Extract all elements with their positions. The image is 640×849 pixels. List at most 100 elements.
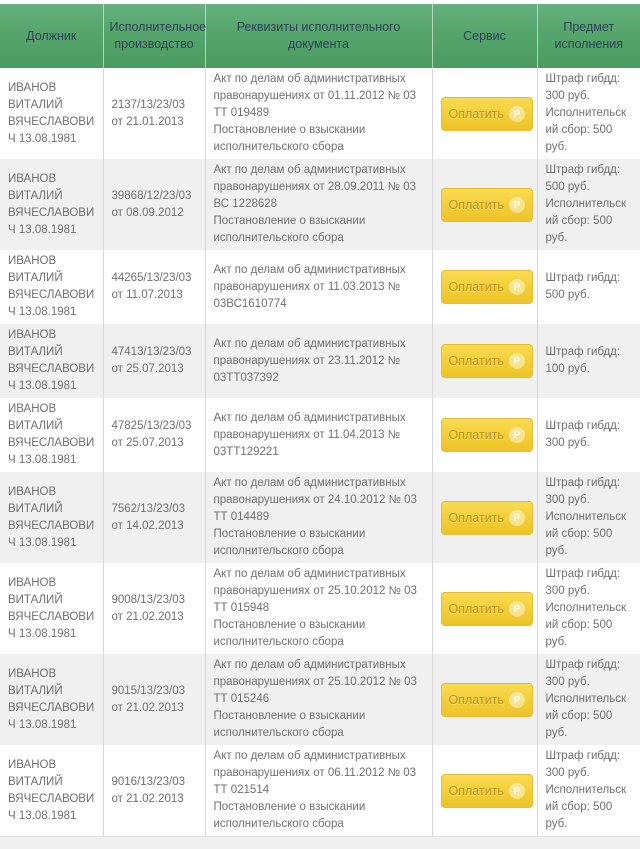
document-line: Акт по делам об административных правона… — [213, 568, 417, 614]
proceeding-cell: 44265/13/23/03 от 11.07.2013 — [103, 250, 206, 324]
service-cell: Оплатить Р — [432, 68, 538, 159]
document-line: Постановление о взыскании исполнительско… — [213, 710, 366, 739]
document-cell: Акт по делам об административных правона… — [205, 654, 433, 745]
document-line: Постановление о взыскании исполнительско… — [213, 528, 366, 557]
pay-button-label: Оплатить — [448, 601, 504, 616]
proceeding-number: 7562/13/23/03 от 14.02.2013 — [111, 502, 186, 532]
subject-line: Штраф гибдд: 500 руб. — [545, 164, 621, 193]
pay-button[interactable]: Оплатить Р — [440, 591, 533, 626]
proceeding-number: 44265/13/23/03 от 11.07.2013 — [111, 272, 192, 301]
proceeding-cell: 2137/13/23/03 от 21.01.2013 — [103, 68, 206, 159]
document-line: Акт по делам об административных правона… — [213, 411, 406, 458]
document-line: Постановление о взыскании исполнительско… — [213, 801, 366, 830]
debtor-name: ИВАНОВ ВИТАЛИЙ ВЯЧЕСЛАВОВИЧ 13.08.1981 — [8, 758, 95, 822]
subject-details: Штраф гибдд: 300 руб. Исполнительский сбо… — [546, 566, 633, 651]
table-row: ИВАНОВ ВИТАЛИЙ ВЯЧЕСЛАВОВИЧ 13.08.1981 3… — [0, 159, 640, 250]
debtor-name: ИВАНОВ ВИТАЛИЙ ВЯЧЕСЛАВОВИЧ 13.08.1981 — [8, 403, 95, 466]
document-cell: Акт по делам об административных правона… — [205, 250, 433, 324]
ruble-icon: Р — [508, 691, 525, 708]
pay-button[interactable]: Оплатить Р — [440, 682, 533, 717]
service-cell: Оплатить Р — [432, 324, 538, 398]
service-cell: Оплатить Р — [432, 159, 538, 250]
pay-button-label: Оплатить — [448, 197, 504, 212]
pay-button-label: Оплатить — [448, 354, 504, 368]
debtor-cell: ИВАНОВ ВИТАЛИЙ ВЯЧЕСЛАВОВИЧ 13.08.1981 — [0, 398, 104, 472]
document-line: Акт по делам об административных правона… — [213, 659, 417, 705]
subject-line: Штраф гибдд: 300 руб. — [545, 659, 621, 688]
debtor-name: ИВАНОВ ВИТАЛИЙ ВЯЧЕСЛАВОВИЧ 13.08.1981 — [8, 255, 95, 318]
service-cell: Оплатить Р — [432, 654, 538, 745]
debtor-cell: ИВАНОВ ВИТАЛИЙ ВЯЧЕСЛАВОВИЧ 13.08.1981 — [0, 68, 104, 159]
table-row: ИВАНОВ ВИТАЛИЙ ВЯЧЕСЛАВОВИЧ 13.08.1981 7… — [0, 472, 640, 563]
pay-button[interactable]: Оплатить Р — [440, 418, 533, 452]
table-header-row: Должник Исполнительное производство Рекв… — [0, 4, 640, 68]
ruble-icon: Р — [508, 427, 525, 443]
debtor-cell: ИВАНОВ ВИТАЛИЙ ВЯЧЕСЛАВОВИЧ 13.08.1981 — [0, 472, 104, 563]
document-line: Акт по делам об административных правона… — [213, 263, 406, 310]
column-header-debtor: Должник — [0, 4, 103, 68]
document-cell: Акт по делам об административных правона… — [205, 398, 433, 472]
pay-button[interactable]: Оплатить Р — [440, 344, 533, 378]
service-cell: Оплатить Р — [432, 563, 538, 654]
subject-cell: Штраф гибдд: 300 руб. Исполнительский сбо… — [537, 68, 640, 159]
proceeding-cell: 7562/13/23/03 от 14.02.2013 — [103, 472, 206, 563]
debtor-name: ИВАНОВ ВИТАЛИЙ ВЯЧЕСЛАВОВИЧ 13.08.1981 — [8, 667, 95, 731]
subject-details: Штраф гибдд: 300 руб. Исполнительский сбо… — [546, 71, 633, 156]
subject-cell: Штраф гибдд: 500 руб. Исполнительский сбо… — [537, 159, 640, 250]
pay-button[interactable]: Оплатить Р — [440, 187, 533, 222]
document-cell: Акт по делам об административных правона… — [205, 324, 433, 398]
subject-details: Штраф гибдд: 300 руб. Исполнительский сбо… — [546, 657, 633, 742]
subject-line: Штраф гибдд: 300 руб. — [545, 568, 621, 597]
proceeding-number: 47413/13/23/03 от 25.07.2013 — [111, 346, 192, 375]
service-cell: Оплатить Р — [432, 398, 538, 472]
document-line: Постановление о взыскании исполнительско… — [213, 124, 366, 153]
subject-cell: Штраф гибдд: 500 руб. — [537, 250, 640, 324]
proceeding-cell: 9015/13/23/03 от 21.02.2013 — [103, 654, 206, 745]
pay-button[interactable]: Оплатить Р — [440, 270, 533, 304]
column-header-service: Сервис — [431, 4, 537, 68]
debtor-name: ИВАНОВ ВИТАЛИЙ ВЯЧЕСЛАВОВИЧ 13.08.1981 — [8, 485, 95, 549]
pay-button[interactable]: Оплатить Р — [440, 773, 533, 808]
document-details: Акт по делам об административных правона… — [214, 262, 424, 313]
subject-cell: Штраф гибдд: 300 руб. Исполнительский сбо… — [537, 472, 640, 563]
subject-details: Штраф гибдд: 300 руб. — [546, 418, 633, 452]
pay-button-label: Оплатить — [448, 106, 504, 121]
debtor-name: ИВАНОВ ВИТАЛИЙ ВЯЧЕСЛАВОВИЧ 13.08.1981 — [8, 172, 95, 236]
ruble-icon: Р — [508, 279, 525, 295]
document-details: Акт по делам об административных правона… — [214, 657, 424, 742]
document-line: Постановление о взыскании исполнительско… — [213, 215, 366, 244]
document-line: Акт по делам об административных правона… — [213, 477, 417, 523]
pay-button[interactable]: Оплатить Р — [440, 96, 533, 131]
enforcement-proceedings-table: Должник Исполнительное производство Рекв… — [0, 4, 640, 836]
document-line: Акт по делам об административных правона… — [213, 164, 417, 210]
debtor-name: ИВАНОВ ВИТАЛИЙ ВЯЧЕСЛАВОВИЧ 13.08.1981 — [8, 576, 95, 640]
subject-cell: Штраф гибдд: 300 руб. Исполнительский сбо… — [537, 563, 640, 654]
column-header-subject: Предмет исполнения — [536, 4, 640, 68]
ruble-icon: Р — [508, 196, 525, 213]
subject-cell: Штраф гибдд: 300 руб. Исполнительский сбо… — [537, 745, 640, 836]
table-row: ИВАНОВ ВИТАЛИЙ ВЯЧЕСЛАВОВИЧ 13.08.1981 4… — [0, 250, 640, 324]
table-row: ИВАНОВ ВИТАЛИЙ ВЯЧЕСЛАВОВИЧ 13.08.1981 9… — [0, 563, 640, 654]
subject-details: Штраф гибдд: 100 руб. — [546, 344, 633, 378]
document-details: Акт по делам об административных правона… — [214, 748, 424, 833]
next-row-partial — [0, 836, 640, 849]
subject-line: Штраф гибдд: 300 руб. — [545, 750, 621, 779]
proceeding-number: 2137/13/23/03 от 21.01.2013 — [111, 98, 186, 128]
pay-button-label: Оплатить — [448, 280, 504, 294]
subject-line: Исполнительский сбор: 500 руб. — [545, 198, 627, 244]
ruble-icon: Р — [508, 353, 525, 369]
subject-details: Штраф гибдд: 500 руб. Исполнительский сбо… — [546, 162, 633, 247]
proceeding-number: 9015/13/23/03 от 21.02.2013 — [111, 684, 186, 714]
subject-line: Штраф гибдд: 300 руб. — [545, 420, 621, 449]
pay-button-label: Оплатить — [448, 428, 504, 442]
document-cell: Акт по делам об административных правона… — [205, 159, 433, 250]
pay-button[interactable]: Оплатить Р — [440, 500, 533, 535]
proceeding-cell: 9008/13/23/03 от 21.02.2013 — [103, 563, 206, 654]
document-line: Постановление о взыскании исполнительско… — [213, 619, 366, 648]
debtor-cell: ИВАНОВ ВИТАЛИЙ ВЯЧЕСЛАВОВИЧ 13.08.1981 — [0, 250, 104, 324]
proceeding-cell: 47413/13/23/03 от 25.07.2013 — [103, 324, 206, 398]
proceeding-cell: 9016/13/23/03 от 21.02.2013 — [103, 745, 206, 836]
debtor-cell: ИВАНОВ ВИТАЛИЙ ВЯЧЕСЛАВОВИЧ 13.08.1981 — [0, 563, 104, 654]
table-row: ИВАНОВ ВИТАЛИЙ ВЯЧЕСЛАВОВИЧ 13.08.1981 4… — [0, 398, 640, 472]
document-cell: Акт по делам об административных правона… — [205, 472, 433, 563]
